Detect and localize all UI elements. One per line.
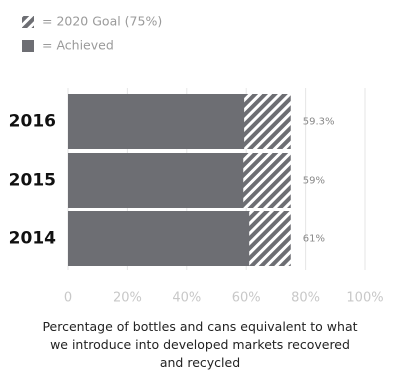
value-label: 59.3% bbox=[303, 117, 335, 128]
value-label: 61% bbox=[303, 234, 325, 245]
x-tick-label: 40% bbox=[172, 291, 201, 306]
x-tick-label: 80% bbox=[291, 291, 320, 306]
legend-swatch bbox=[22, 16, 34, 28]
bar bbox=[68, 94, 245, 149]
bar bbox=[68, 211, 250, 266]
x-tick-label: 60% bbox=[232, 291, 261, 306]
y-tick-label: 2016 bbox=[9, 112, 56, 132]
y-tick-label: 2015 bbox=[9, 171, 56, 191]
value-label: 59% bbox=[303, 176, 325, 187]
legend-label: = 2020 Goal (75%) bbox=[42, 14, 162, 29]
x-axis-caption: Percentage of bottles and cans equivalen… bbox=[42, 319, 358, 370]
y-tick-label: 2014 bbox=[9, 229, 56, 249]
bar bbox=[68, 153, 244, 208]
legend-label: = Achieved bbox=[42, 38, 114, 53]
x-tick-label: 100% bbox=[346, 291, 383, 306]
legend-swatch bbox=[22, 40, 34, 52]
x-tick-label: 0 bbox=[64, 291, 72, 306]
x-tick-label: 20% bbox=[113, 291, 142, 306]
